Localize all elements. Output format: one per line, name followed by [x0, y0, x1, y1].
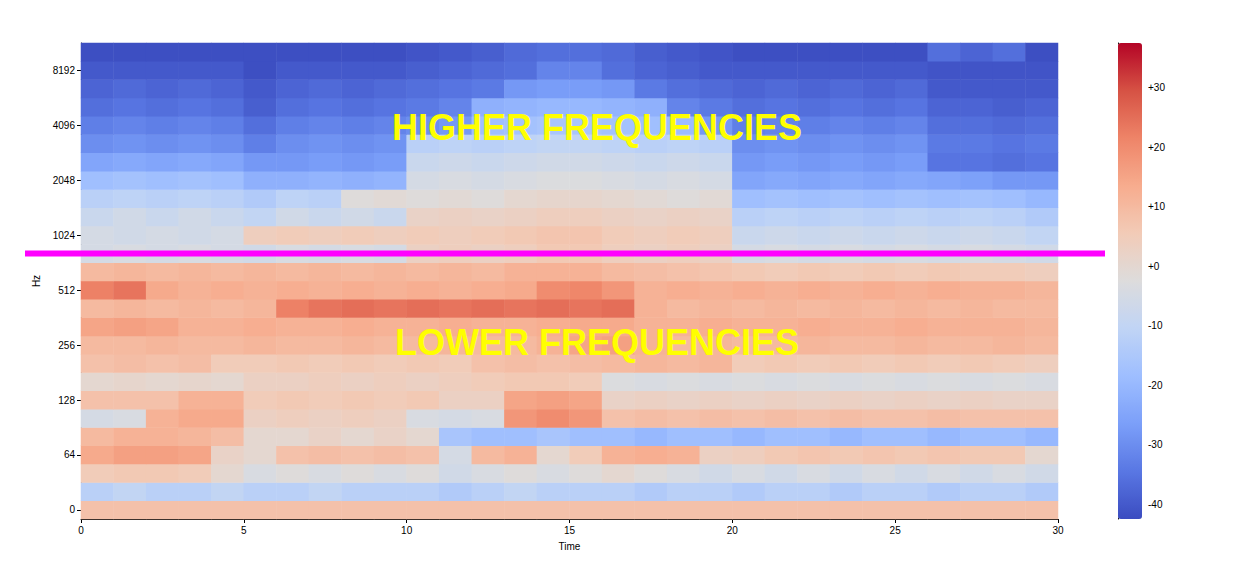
svg-text:0: 0	[78, 525, 84, 536]
svg-text:128: 128	[58, 395, 75, 406]
svg-text:15: 15	[564, 525, 576, 536]
svg-text:+30: +30	[1148, 82, 1165, 93]
svg-text:+10: +10	[1148, 201, 1165, 212]
svg-text:30: 30	[1052, 525, 1064, 536]
svg-text:HIGHER FREQUENCIES: HIGHER FREQUENCIES	[392, 107, 802, 148]
svg-text:5: 5	[241, 525, 247, 536]
svg-text:-10: -10	[1148, 320, 1163, 331]
svg-text:+20: +20	[1148, 142, 1165, 153]
svg-text:-30: -30	[1148, 439, 1163, 450]
svg-text:Time: Time	[559, 541, 581, 552]
svg-text:0: 0	[69, 504, 75, 515]
svg-text:+0: +0	[1148, 261, 1160, 272]
svg-text:-20: -20	[1148, 380, 1163, 391]
svg-text:LOWER FREQUENCIES: LOWER FREQUENCIES	[395, 322, 799, 363]
svg-text:64: 64	[64, 449, 76, 460]
svg-text:Hz: Hz	[31, 275, 42, 287]
svg-text:2048: 2048	[53, 175, 76, 186]
svg-text:256: 256	[58, 340, 75, 351]
svg-text:1024: 1024	[53, 230, 76, 241]
svg-text:20: 20	[727, 525, 739, 536]
svg-text:10: 10	[401, 525, 413, 536]
svg-text:8192: 8192	[53, 65, 76, 76]
svg-text:512: 512	[58, 285, 75, 296]
svg-text:4096: 4096	[53, 120, 76, 131]
svg-text:-40: -40	[1148, 499, 1163, 510]
svg-text:25: 25	[890, 525, 902, 536]
